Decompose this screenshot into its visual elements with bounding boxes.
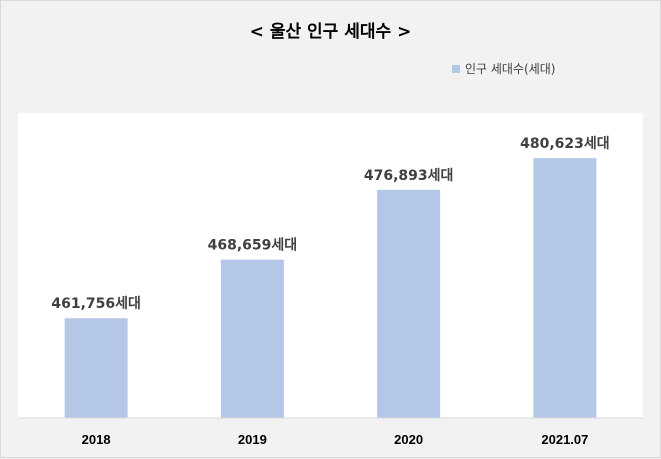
data-label-2018: 461,756세대 xyxy=(51,296,141,312)
legend-swatch xyxy=(452,64,460,73)
x-tick-label-2020: 2020 xyxy=(394,432,423,447)
data-label-2021.07: 480,623세대 xyxy=(520,136,610,152)
legend-label: 인구 세대수(세대) xyxy=(465,62,556,76)
bar-2018 xyxy=(64,318,128,418)
legend: 인구 세대수(세대) xyxy=(452,60,555,77)
chart-title: < 울산 인구 세대수 > xyxy=(249,22,412,42)
bar-2020 xyxy=(377,189,441,418)
data-label-2019: 468,659세대 xyxy=(208,238,298,254)
x-tick-label-2019: 2019 xyxy=(238,432,267,447)
x-tick-label-2018: 2018 xyxy=(82,432,111,447)
bar-2021.07 xyxy=(533,158,597,418)
bar-2019 xyxy=(220,259,284,418)
data-label-2020: 476,893세대 xyxy=(364,168,454,184)
x-tick-label-2021.07: 2021.07 xyxy=(541,432,588,447)
